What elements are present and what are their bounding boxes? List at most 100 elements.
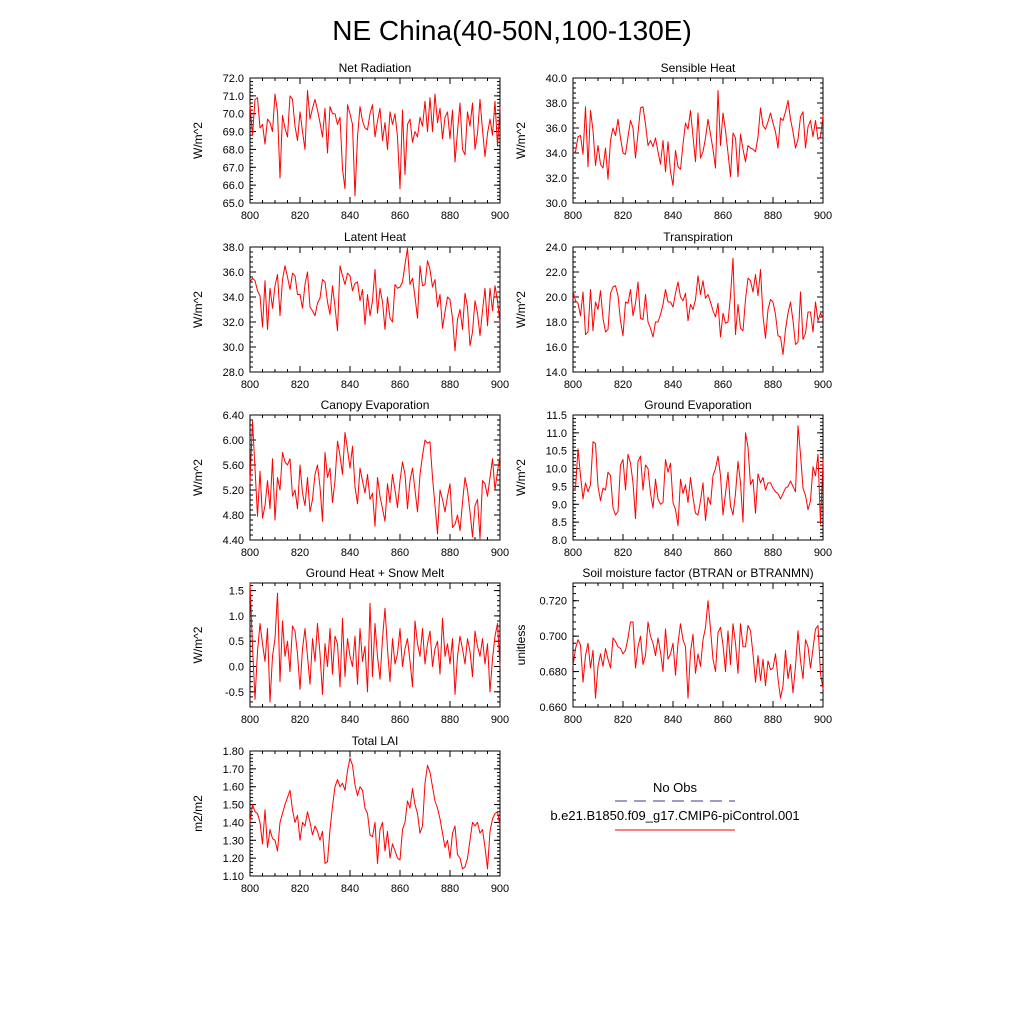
x-tick-label: 840 [341, 714, 359, 726]
x-tick-label: 900 [491, 210, 509, 222]
x-tick-label: 900 [491, 379, 509, 391]
y-tick-label: 1.5 [229, 586, 244, 598]
y-tick-label: 10.5 [546, 446, 567, 458]
x-tick-label: 820 [614, 379, 632, 391]
y-tick-label: 68.0 [223, 144, 244, 156]
y-tick-label: 32.0 [546, 173, 567, 185]
series-line [572, 600, 824, 699]
y-tick-label: 28.0 [223, 367, 244, 379]
x-tick-label: 800 [564, 714, 582, 726]
chart-panel: Canopy Evaporation 800 820 840 860 880 900 4.40… [191, 398, 509, 559]
panel-title: Soil moisture factor (BTRAN or BTRANMN) [582, 566, 813, 580]
y-tick-label: 0.660 [539, 702, 567, 714]
x-tick-label: 860 [714, 210, 732, 222]
panel-title: Latent Heat [344, 230, 407, 244]
x-tick-label: 840 [341, 379, 359, 391]
x-tick-label: 800 [564, 379, 582, 391]
y-tick-label: 18.0 [546, 317, 567, 329]
y-axis-label: W/m^2 [514, 122, 528, 159]
y-axis-label: unitless [514, 625, 528, 666]
y-tick-label: 66.0 [223, 180, 244, 192]
plot-frame [572, 246, 824, 373]
x-tick-label: 900 [491, 883, 509, 895]
chart-panel: Ground Heat + Snow Melt 800 820 840 860 880 90… [191, 566, 509, 726]
panels: Net Radiation 800 820 840 860 880 900 65.0 66.0 6… [191, 61, 832, 895]
y-tick-label: 1.50 [223, 800, 244, 812]
y-tick-label: 30.0 [546, 198, 567, 210]
chart-panel: Total LAI 800 820 840 860 880 900 1.10 1.20 1.30 1… [191, 734, 509, 895]
x-tick-label: 820 [291, 883, 309, 895]
series-line [249, 757, 501, 870]
y-axis-label: W/m^2 [514, 459, 528, 496]
series-line [573, 425, 824, 527]
y-axis-label: W/m^2 [191, 122, 205, 159]
legend-label-obs: No Obs [653, 780, 698, 795]
x-tick-label: 820 [291, 379, 309, 391]
y-tick-label: 72.0 [223, 73, 244, 85]
x-tick-label: 880 [764, 547, 782, 559]
y-tick-label: 36.0 [223, 267, 244, 279]
legend: No Obs b.e21.B1850.f09_g17.CMIP6-piContr… [550, 780, 800, 831]
y-tick-label: 4.40 [223, 535, 244, 547]
y-tick-label: 11.5 [546, 410, 567, 422]
chart-panel: Ground Evaporation 800 820 840 860 880 900 8.0 8… [514, 398, 832, 559]
y-tick-label: 1.80 [223, 746, 244, 758]
x-tick-label: 840 [664, 547, 682, 559]
x-tick-label: 880 [441, 714, 459, 726]
series-line [249, 90, 501, 197]
x-tick-label: 900 [491, 714, 509, 726]
y-tick-label: 11.0 [546, 428, 567, 440]
y-tick-label: 9.0 [552, 499, 567, 511]
x-tick-label: 820 [614, 210, 632, 222]
panel-title: Net Radiation [339, 61, 412, 75]
y-tick-label: 69.0 [223, 127, 244, 139]
chart-panel: Latent Heat 800 820 840 860 880 900 28.0 30.0 32.… [191, 230, 509, 391]
y-tick-label: 1.40 [223, 817, 244, 829]
y-tick-label: 0.700 [539, 631, 567, 643]
panel-title: Ground Heat + Snow Melt [306, 566, 445, 580]
y-tick-label: 6.00 [223, 435, 244, 447]
x-tick-label: 900 [814, 379, 832, 391]
legend-label-model: b.e21.B1850.f09_g17.CMIP6-piControl.001 [550, 808, 799, 823]
y-tick-label: 0.680 [539, 667, 567, 679]
y-tick-label: 32.0 [223, 317, 244, 329]
y-tick-label: 24.0 [546, 242, 567, 254]
x-tick-label: 860 [391, 714, 409, 726]
chart-panel: Soil moisture factor (BTRAN or BTRANMN) 8… [514, 566, 832, 726]
x-tick-label: 860 [714, 714, 732, 726]
plot-frame [572, 582, 824, 708]
y-tick-label: 8.0 [552, 535, 567, 547]
x-tick-label: 840 [341, 210, 359, 222]
x-tick-label: 800 [241, 379, 259, 391]
x-tick-label: 880 [441, 379, 459, 391]
y-tick-label: 71.0 [223, 91, 244, 103]
y-tick-label: 1.20 [223, 853, 244, 865]
y-tick-label: 16.0 [546, 342, 567, 354]
y-tick-label: -0.5 [225, 687, 244, 699]
y-tick-label: 1.10 [223, 871, 244, 883]
x-tick-label: 820 [291, 210, 309, 222]
y-tick-label: 0.0 [229, 662, 244, 674]
series-line [572, 257, 824, 355]
x-tick-label: 840 [664, 379, 682, 391]
y-tick-label: 14.0 [546, 367, 567, 379]
y-axis-label: W/m^2 [191, 626, 205, 663]
x-tick-label: 880 [764, 210, 782, 222]
x-tick-label: 800 [241, 714, 259, 726]
series-line [249, 420, 501, 540]
x-tick-label: 800 [241, 547, 259, 559]
y-tick-label: 70.0 [223, 109, 244, 121]
y-axis-label: W/m^2 [514, 291, 528, 328]
x-tick-label: 860 [714, 547, 732, 559]
y-tick-label: 34.0 [546, 148, 567, 160]
x-tick-label: 800 [564, 210, 582, 222]
x-tick-label: 900 [814, 210, 832, 222]
x-tick-label: 880 [764, 379, 782, 391]
y-axis-label: W/m^2 [191, 459, 205, 496]
panel-title: Total LAI [352, 734, 399, 748]
x-tick-label: 860 [391, 547, 409, 559]
y-tick-label: 67.0 [223, 162, 244, 174]
x-tick-label: 880 [441, 210, 459, 222]
x-tick-label: 820 [614, 714, 632, 726]
